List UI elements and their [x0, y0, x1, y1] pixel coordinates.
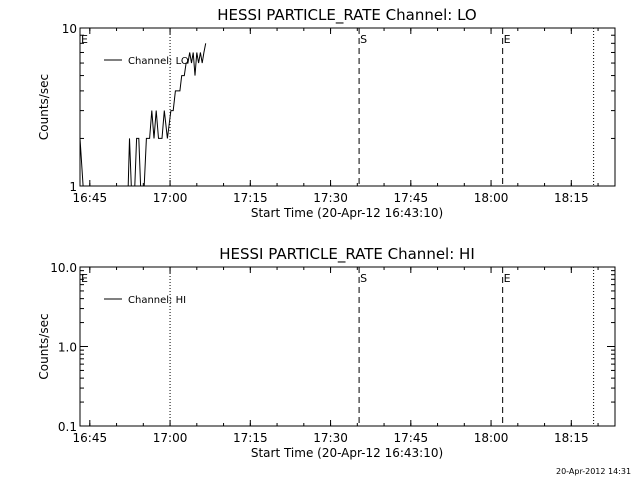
x-axis-label: Start Time (20-Apr-12 16:43:10)	[251, 446, 443, 460]
event-marker-label: S	[360, 272, 367, 285]
y-tick-label: 1	[69, 180, 77, 194]
event-marker-label: S	[360, 33, 367, 46]
chart-panel-2: HESSI PARTICLE_RATE Channel: HI 16:45 17:0…	[37, 245, 616, 460]
event-marker-label: E	[504, 272, 511, 285]
x-tick-label: 17:45	[394, 431, 429, 445]
legend-label: Channel: LO	[128, 56, 189, 67]
x-tick-label: 18:15	[554, 191, 589, 205]
x-tick-label: 16:45	[73, 191, 108, 205]
plot-frame	[79, 27, 616, 187]
event-marker-label: E	[81, 33, 88, 46]
x-tick-label: 18:00	[474, 431, 509, 445]
y-tick-label: 10	[62, 22, 77, 36]
x-tick-label: 17:30	[313, 191, 348, 205]
x-tick-label: 17:00	[153, 191, 188, 205]
x-tick-label: 17:15	[233, 191, 268, 205]
event-marker-label: E	[81, 272, 88, 285]
x-axis-label: Start Time (20-Apr-12 16:43:10)	[251, 206, 443, 220]
y-tick-label: 10.0	[50, 261, 77, 275]
x-tick-label: 17:45	[394, 191, 429, 205]
x-tick-label: 17:15	[233, 431, 268, 445]
x-tick-label: 16:45	[73, 431, 108, 445]
x-tick-label: 17:00	[153, 431, 188, 445]
x-tick-label: 18:00	[474, 191, 509, 205]
footer-timestamp: 20-Apr-2012 14:31	[556, 467, 631, 476]
event-marker-label: E	[504, 33, 511, 46]
y-axis-label: Counts/sec	[37, 313, 51, 379]
chart-panel-1: HESSI PARTICLE_RATE Channel: LO 16:45 17:0…	[37, 6, 616, 220]
chart-title: HESSI PARTICLE_RATE Channel: LO	[217, 6, 476, 25]
y-tick-label: 0.1	[58, 420, 77, 434]
x-tick-label: 18:15	[554, 431, 589, 445]
chart-title: HESSI PARTICLE_RATE Channel: HI	[219, 245, 475, 264]
chart-panels: HESSI PARTICLE_RATE Channel: LO 16:45 17:0…	[37, 6, 616, 460]
y-tick-label: 1.0	[58, 341, 77, 355]
series-line	[79, 43, 207, 187]
legend-label: Channel: HI	[128, 295, 186, 306]
x-tick-label: 17:30	[313, 431, 348, 445]
y-axis-label: Counts/sec	[37, 74, 51, 140]
